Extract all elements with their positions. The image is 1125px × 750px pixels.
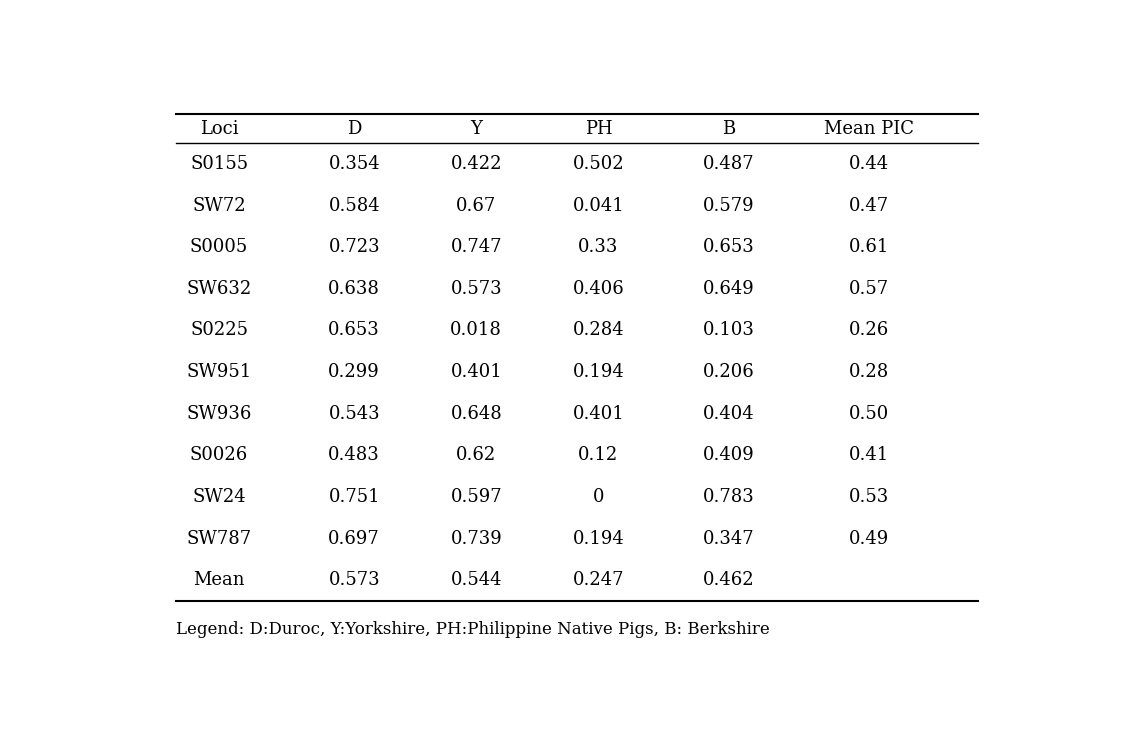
Text: 0.649: 0.649 [703, 280, 755, 298]
Text: 0.544: 0.544 [450, 572, 502, 590]
Text: 0.401: 0.401 [450, 363, 502, 381]
Text: 0.41: 0.41 [848, 446, 889, 464]
Text: 0.747: 0.747 [450, 238, 502, 256]
Text: Mean PIC: Mean PIC [824, 120, 914, 138]
Text: 0.44: 0.44 [848, 155, 889, 173]
Text: 0.49: 0.49 [848, 530, 889, 548]
Text: S0225: S0225 [190, 322, 249, 340]
Text: 0.57: 0.57 [848, 280, 889, 298]
Text: 0: 0 [593, 488, 604, 506]
Text: 0.697: 0.697 [328, 530, 380, 548]
Text: 0.409: 0.409 [703, 446, 755, 464]
Text: 0.299: 0.299 [328, 363, 380, 381]
Text: 0.543: 0.543 [328, 405, 380, 423]
Text: 0.502: 0.502 [573, 155, 624, 173]
Text: 0.284: 0.284 [573, 322, 624, 340]
Text: 0.783: 0.783 [703, 488, 755, 506]
Text: 0.018: 0.018 [450, 322, 502, 340]
Text: 0.67: 0.67 [456, 196, 496, 214]
Text: 0.487: 0.487 [703, 155, 755, 173]
Text: 0.638: 0.638 [328, 280, 380, 298]
Text: 0.406: 0.406 [573, 280, 624, 298]
Text: S0026: S0026 [190, 446, 249, 464]
Text: Loci: Loci [200, 120, 238, 138]
Text: 0.26: 0.26 [848, 322, 889, 340]
Text: 0.61: 0.61 [848, 238, 889, 256]
Text: 0.653: 0.653 [703, 238, 755, 256]
Text: 0.47: 0.47 [848, 196, 889, 214]
Text: SW936: SW936 [187, 405, 252, 423]
Text: 0.573: 0.573 [450, 280, 502, 298]
Text: S0155: S0155 [190, 155, 249, 173]
Text: 0.194: 0.194 [573, 530, 624, 548]
Text: 0.33: 0.33 [578, 238, 619, 256]
Text: 0.648: 0.648 [450, 405, 502, 423]
Text: 0.041: 0.041 [573, 196, 624, 214]
Text: SW72: SW72 [192, 196, 246, 214]
Text: SW24: SW24 [192, 488, 246, 506]
Text: SW632: SW632 [187, 280, 252, 298]
Text: S0005: S0005 [190, 238, 249, 256]
Text: 0.584: 0.584 [328, 196, 380, 214]
Text: 0.573: 0.573 [328, 572, 380, 590]
Text: 0.597: 0.597 [450, 488, 502, 506]
Text: B: B [722, 120, 736, 138]
Text: Legend: D:Duroc, Y:Yorkshire, PH:Philippine Native Pigs, B: Berkshire: Legend: D:Duroc, Y:Yorkshire, PH:Philipp… [176, 622, 770, 638]
Text: SW951: SW951 [187, 363, 252, 381]
Text: 0.401: 0.401 [573, 405, 624, 423]
Text: 0.12: 0.12 [578, 446, 619, 464]
Text: 0.62: 0.62 [456, 446, 496, 464]
Text: 0.462: 0.462 [703, 572, 755, 590]
Text: Y: Y [470, 120, 483, 138]
Text: 0.53: 0.53 [848, 488, 889, 506]
Text: 0.103: 0.103 [703, 322, 755, 340]
Text: D: D [346, 120, 361, 138]
Text: 0.404: 0.404 [703, 405, 755, 423]
Text: SW787: SW787 [187, 530, 252, 548]
Text: PH: PH [585, 120, 612, 138]
Text: 0.354: 0.354 [328, 155, 380, 173]
Text: 0.206: 0.206 [703, 363, 755, 381]
Text: 0.483: 0.483 [328, 446, 380, 464]
Text: 0.751: 0.751 [328, 488, 380, 506]
Text: 0.422: 0.422 [450, 155, 502, 173]
Text: 0.653: 0.653 [328, 322, 380, 340]
Text: 0.194: 0.194 [573, 363, 624, 381]
Text: 0.347: 0.347 [703, 530, 755, 548]
Text: 0.28: 0.28 [848, 363, 889, 381]
Text: Mean: Mean [193, 572, 245, 590]
Text: 0.50: 0.50 [848, 405, 889, 423]
Text: 0.723: 0.723 [328, 238, 380, 256]
Text: 0.247: 0.247 [573, 572, 624, 590]
Text: 0.739: 0.739 [450, 530, 502, 548]
Text: 0.579: 0.579 [703, 196, 755, 214]
